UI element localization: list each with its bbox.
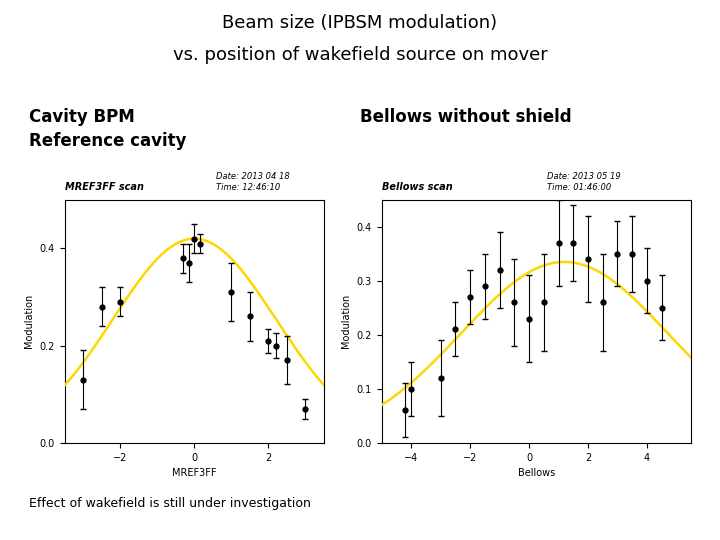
Text: Cavity BPM
Reference cavity: Cavity BPM Reference cavity	[29, 108, 186, 150]
Text: Beam size (IPBSM modulation): Beam size (IPBSM modulation)	[222, 14, 498, 31]
Text: Bellows scan: Bellows scan	[382, 181, 452, 192]
Y-axis label: Modulation: Modulation	[341, 294, 351, 348]
X-axis label: MREF3FF: MREF3FF	[172, 468, 217, 478]
Text: Date: 2013 05 19
Time: 01:46:00: Date: 2013 05 19 Time: 01:46:00	[547, 172, 621, 192]
X-axis label: Bellows: Bellows	[518, 468, 555, 478]
Text: MREF3FF scan: MREF3FF scan	[65, 181, 144, 192]
Text: Date: 2013 04 18
Time: 12:46:10: Date: 2013 04 18 Time: 12:46:10	[216, 172, 289, 192]
Text: vs. position of wakefield source on mover: vs. position of wakefield source on move…	[173, 46, 547, 64]
Text: Effect of wakefield is still under investigation: Effect of wakefield is still under inves…	[29, 497, 310, 510]
Y-axis label: Modulation: Modulation	[24, 294, 34, 348]
Text: Bellows without shield: Bellows without shield	[360, 108, 572, 126]
